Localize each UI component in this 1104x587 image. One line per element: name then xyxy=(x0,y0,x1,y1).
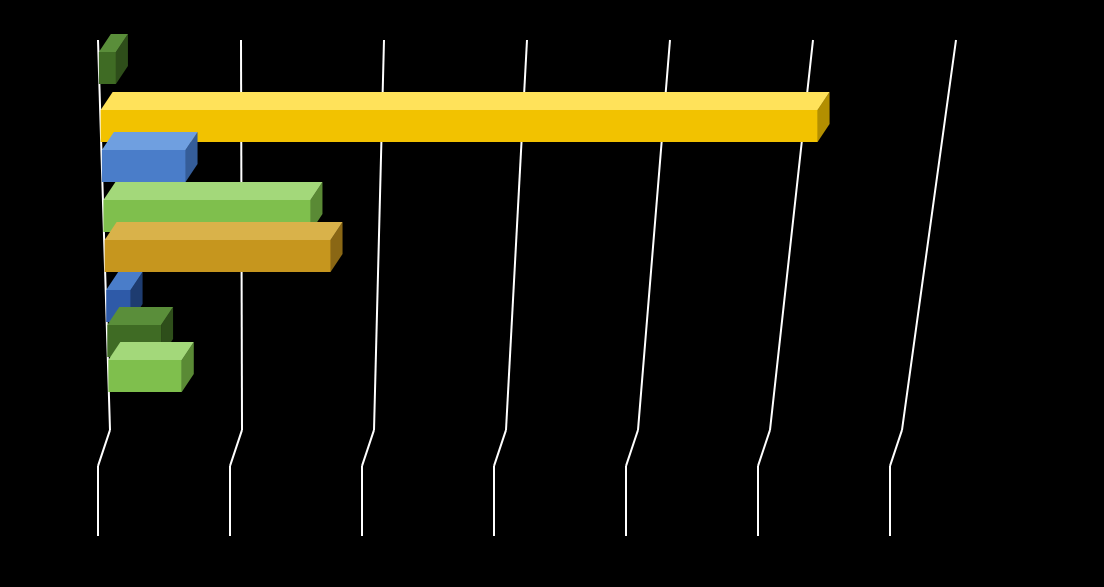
bar-front xyxy=(108,360,181,392)
bar-top xyxy=(108,342,193,360)
bar-front xyxy=(99,52,116,84)
bar-front xyxy=(105,240,331,272)
bar-top xyxy=(101,92,830,110)
bar-front xyxy=(101,110,818,142)
bar-top xyxy=(105,222,343,240)
bar-chart-3d xyxy=(0,0,1104,587)
bar-top xyxy=(103,182,322,200)
bar-top xyxy=(102,132,198,150)
bar-front xyxy=(102,150,186,182)
